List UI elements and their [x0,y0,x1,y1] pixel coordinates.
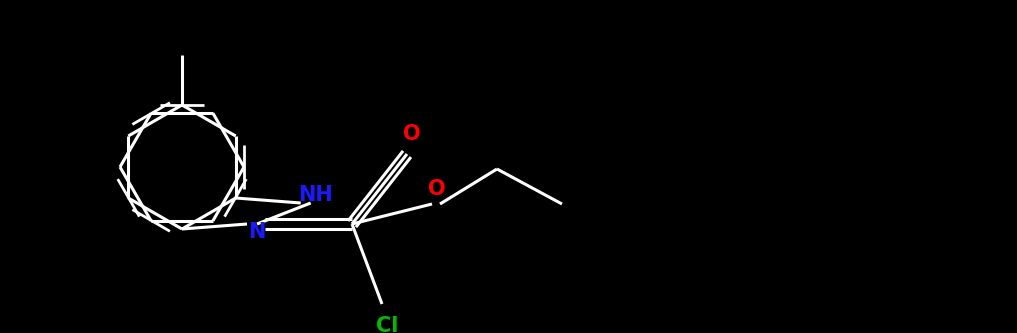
Text: O: O [403,124,421,144]
Text: O: O [428,179,445,199]
Text: NH: NH [298,185,334,205]
Text: Cl: Cl [376,316,399,333]
Text: N: N [248,222,265,242]
